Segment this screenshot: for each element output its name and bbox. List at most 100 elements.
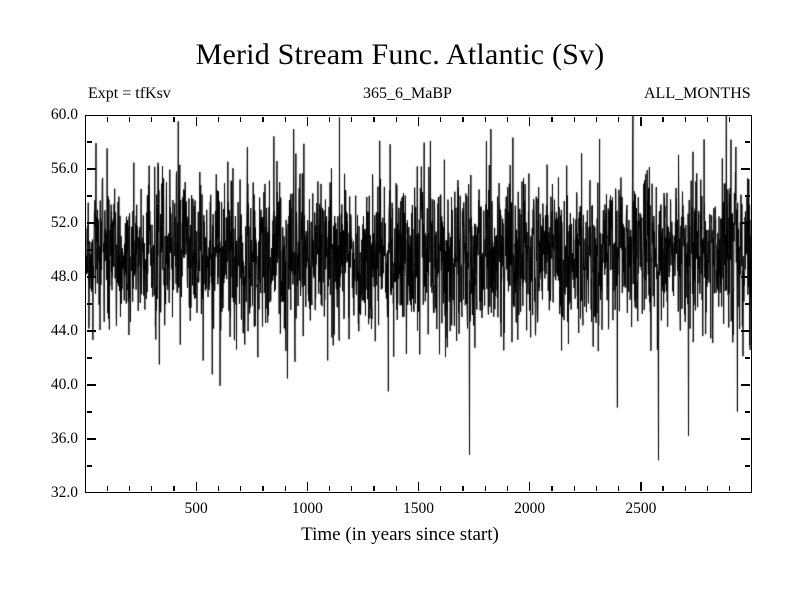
y-tick-label: 56.0 <box>50 160 78 177</box>
tick-mark <box>741 168 751 170</box>
y-axis-tick-labels: 32.0 36.0 40.0 44.0 48.0 52.0 56.0 60.0 <box>10 0 78 600</box>
tick-mark <box>640 116 642 126</box>
tick-mark <box>86 384 96 386</box>
tick-mark <box>86 249 92 251</box>
tick-mark <box>573 486 575 492</box>
tick-mark <box>745 141 751 143</box>
tick-mark <box>351 116 353 122</box>
tick-mark <box>306 482 309 492</box>
tick-mark <box>595 116 598 122</box>
tick-mark <box>106 116 108 122</box>
months-label: ALL_MONTHS <box>644 85 751 102</box>
tick-mark <box>351 486 353 492</box>
tick-mark <box>741 438 751 440</box>
tick-mark <box>417 116 420 126</box>
tick-mark <box>240 116 242 122</box>
tick-mark <box>745 465 751 467</box>
tick-mark <box>128 116 131 122</box>
tick-mark <box>86 222 96 224</box>
x-axis-title: Time (in years since start) <box>301 524 499 545</box>
tick-mark <box>684 486 686 492</box>
tick-mark <box>373 116 375 122</box>
dataset-label: 365_6_MaBP <box>363 85 452 102</box>
y-tick-label: 52.0 <box>50 214 78 231</box>
y-tick-label: 44.0 <box>50 322 78 339</box>
tick-mark <box>484 486 486 492</box>
tick-mark <box>684 116 686 122</box>
plot-area <box>85 115 752 493</box>
page-title: Merid Stream Func. Atlantic (Sv) <box>195 38 605 71</box>
tick-mark <box>706 116 709 122</box>
tick-mark <box>373 486 375 492</box>
tick-mark <box>440 116 442 122</box>
tick-mark <box>284 486 286 492</box>
tick-mark <box>240 486 242 492</box>
tick-mark <box>741 276 751 278</box>
tick-mark <box>741 222 751 224</box>
tick-mark <box>440 486 442 492</box>
tick-mark <box>618 486 620 492</box>
tick-mark <box>128 486 131 492</box>
y-tick-label: 36.0 <box>50 430 78 447</box>
tick-mark <box>151 486 153 492</box>
tick-mark <box>745 303 751 305</box>
tick-mark <box>86 276 96 278</box>
tick-mark <box>86 141 92 143</box>
tick-mark <box>506 116 509 122</box>
tick-mark <box>173 486 175 492</box>
tick-mark <box>662 486 664 492</box>
tick-mark <box>328 116 331 122</box>
tick-mark <box>86 438 96 440</box>
tick-mark <box>573 116 575 122</box>
tick-mark <box>86 330 96 332</box>
tick-mark <box>395 486 397 492</box>
tick-mark <box>529 482 531 492</box>
y-tick-label: 60.0 <box>50 106 78 123</box>
tick-mark <box>262 116 264 122</box>
tick-mark <box>417 482 420 492</box>
tick-mark <box>86 357 92 359</box>
tick-mark <box>745 249 751 251</box>
tick-mark <box>745 195 751 197</box>
tick-mark <box>551 116 553 122</box>
y-tick-label: 32.0 <box>50 484 78 501</box>
tick-mark <box>151 116 153 122</box>
timeseries-line <box>86 116 751 492</box>
tick-mark <box>595 486 598 492</box>
tick-mark <box>618 116 620 122</box>
experiment-label: Expt = tfKsv <box>88 85 171 102</box>
tick-mark <box>462 116 464 122</box>
y-tick-label: 48.0 <box>50 268 78 285</box>
tick-mark <box>551 486 553 492</box>
tick-mark <box>262 486 264 492</box>
tick-mark <box>529 116 531 126</box>
tick-mark <box>86 465 92 467</box>
x-tick-label: 1500 <box>403 500 434 517</box>
tick-mark <box>217 116 220 122</box>
x-tick-label: 2000 <box>514 500 546 517</box>
tick-mark <box>462 486 464 492</box>
x-tick-label: 500 <box>184 500 208 517</box>
tick-mark <box>745 357 751 359</box>
tick-mark <box>86 303 92 305</box>
x-tick-label: 2500 <box>625 500 657 517</box>
tick-mark <box>741 384 751 386</box>
tick-mark <box>484 116 486 122</box>
tick-mark <box>706 486 709 492</box>
tick-mark <box>173 116 175 122</box>
tick-mark <box>745 411 751 413</box>
tick-mark <box>284 116 286 122</box>
tick-mark <box>306 116 309 126</box>
x-tick-label: 1000 <box>291 500 323 517</box>
tick-mark <box>741 330 751 332</box>
tick-mark <box>506 486 509 492</box>
y-tick-label: 40.0 <box>50 376 78 393</box>
tick-mark <box>395 116 397 122</box>
tick-mark <box>86 195 92 197</box>
tick-mark <box>662 116 664 122</box>
tick-mark <box>86 411 92 413</box>
tick-mark <box>106 486 108 492</box>
tick-mark <box>729 116 731 122</box>
tick-mark <box>328 486 331 492</box>
